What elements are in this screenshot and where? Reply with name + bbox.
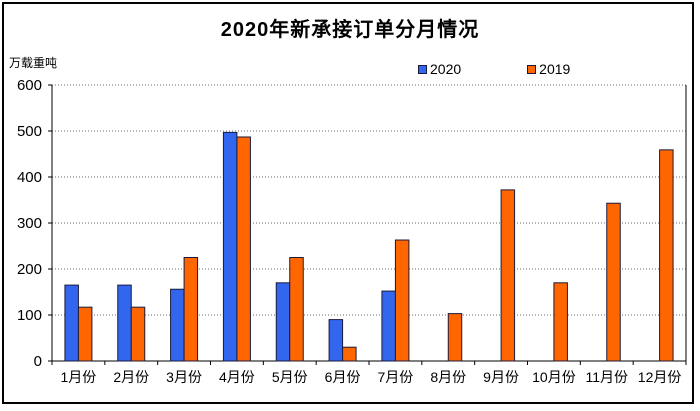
- y-tick-label: 400: [17, 169, 42, 186]
- x-category-label: 3月份: [166, 369, 202, 385]
- y-tick-label: 200: [17, 261, 42, 278]
- y-tick-label: 100: [17, 307, 42, 324]
- bar-2020: [64, 284, 79, 362]
- bar-2020: [170, 288, 185, 362]
- bar-2019: [606, 202, 621, 362]
- bar-2019: [500, 189, 516, 362]
- bar-2019: [130, 306, 146, 362]
- legend: 2020 2019: [418, 61, 570, 77]
- y-tick-label: 500: [17, 123, 42, 140]
- y-tick-label: 600: [17, 77, 42, 94]
- chart-title: 2020年新承接订单分月情况: [220, 19, 480, 41]
- x-category-label: 7月份: [378, 369, 414, 385]
- bar-2019: [553, 282, 568, 362]
- y-tick-label: 300: [17, 215, 42, 232]
- x-category-label: 5月份: [272, 369, 308, 385]
- x-category-label: 10月份: [532, 369, 576, 385]
- bar-2020: [117, 284, 132, 362]
- x-category-label: 8月份: [430, 369, 466, 385]
- x-category-label: 12月份: [638, 369, 682, 385]
- y-axis-unit-label: 万载重吨: [9, 56, 58, 70]
- legend-label-2019: 2019: [539, 61, 571, 77]
- bar-2019: [659, 149, 674, 362]
- legend-item-2020: 2020: [418, 61, 461, 77]
- bar-2020: [275, 282, 291, 362]
- x-category-label: 11月份: [585, 369, 628, 385]
- bar-2020: [381, 290, 396, 362]
- bar-2019: [342, 346, 357, 362]
- x-category-label: 1月份: [61, 369, 97, 385]
- y-tick-label: 0: [34, 353, 42, 370]
- legend-swatch-2020-icon: [418, 64, 427, 74]
- legend-label-2020: 2020: [430, 61, 462, 77]
- legend-swatch-2019-icon: [527, 64, 537, 74]
- bar-2019: [77, 306, 93, 362]
- bar-2020: [328, 319, 344, 362]
- x-category-label: 4月份: [219, 369, 255, 385]
- bar-2019: [183, 257, 199, 362]
- bar-2019: [236, 136, 251, 362]
- x-category-label: 2月份: [113, 369, 149, 385]
- legend-item-2019: 2019: [527, 61, 570, 77]
- x-category-label: 6月份: [325, 369, 361, 385]
- x-category-label: 9月份: [483, 369, 519, 385]
- bar-2019: [289, 257, 304, 362]
- bar-2019: [394, 239, 410, 362]
- bar-2020: [222, 131, 238, 362]
- bar-2019: [447, 313, 463, 362]
